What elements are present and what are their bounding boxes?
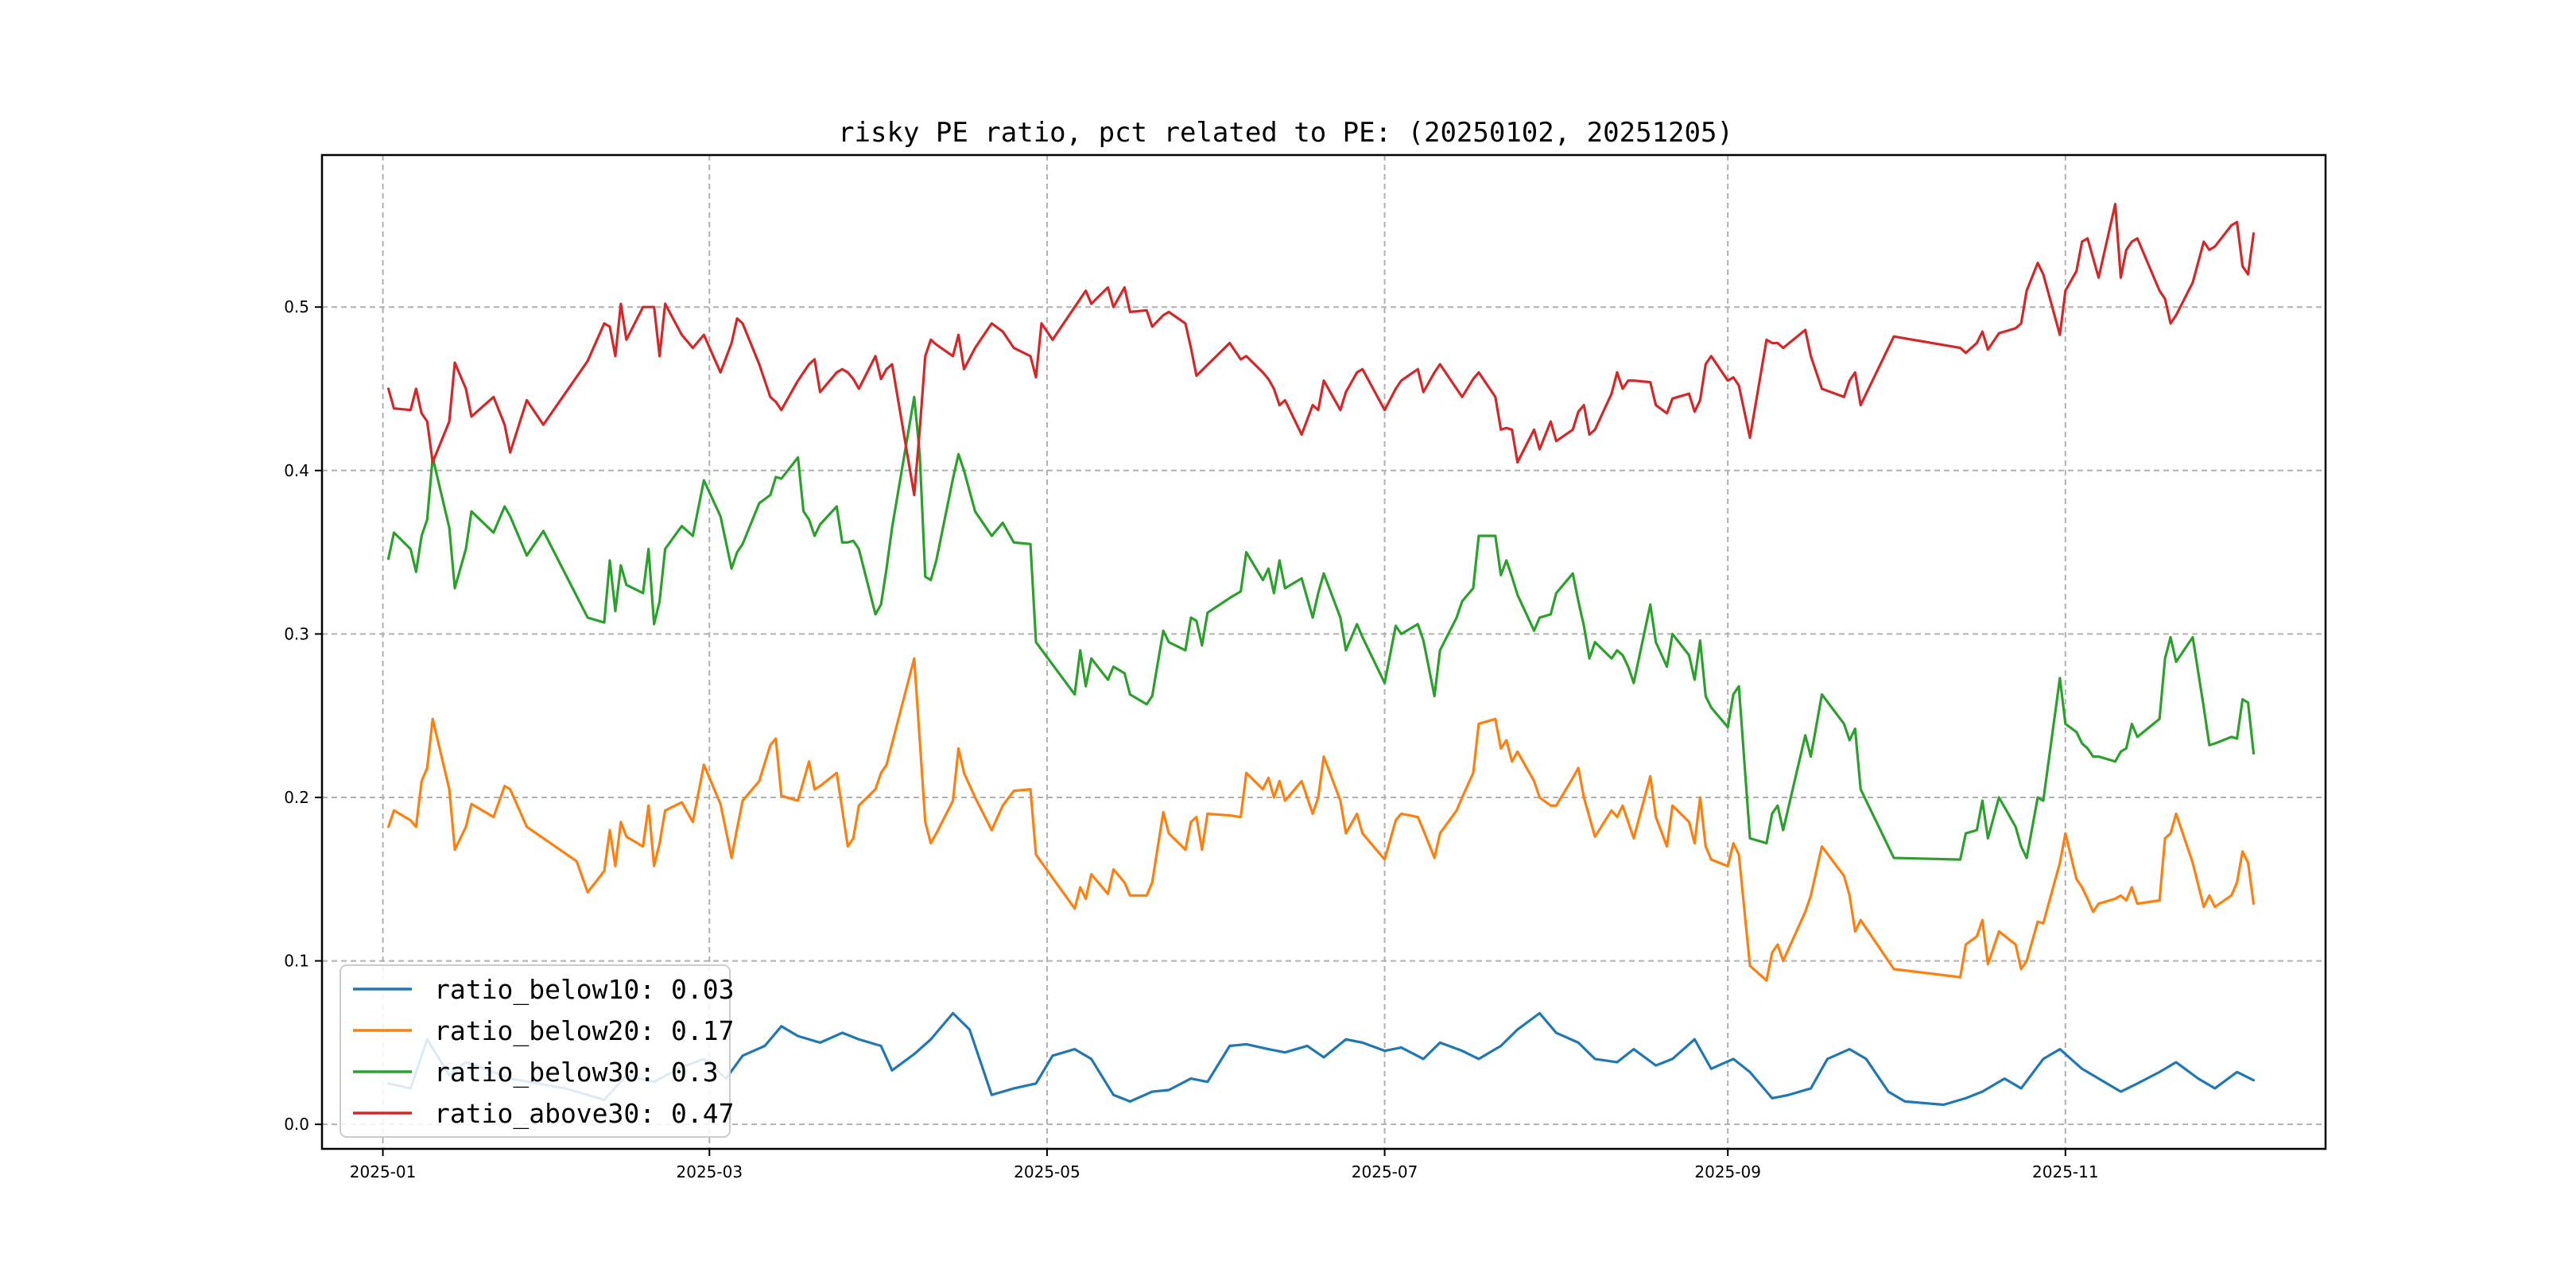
series-lines — [386, 203, 2256, 1107]
series-line-ratio_below20 — [386, 657, 2256, 982]
y-axis: 0.0 0.1 0.2 0.3 0.4 0.5 — [284, 297, 322, 1134]
legend-label-ratio_below10: ratio_below10: 0.03 — [434, 974, 735, 1006]
x-tick-label: 2025-05 — [1014, 1162, 1080, 1181]
legend-label-ratio_above30: ratio_above30: 0.47 — [434, 1098, 735, 1130]
y-tick-label: 0.5 — [284, 297, 309, 316]
y-tick-label: 0.0 — [284, 1115, 309, 1134]
series-line-ratio_below30 — [386, 395, 2256, 861]
y-tick-label: 0.3 — [284, 624, 309, 643]
series-line-ratio_above30 — [386, 203, 2256, 497]
plot-frame — [320, 153, 2327, 1150]
legend-label-ratio_below30: ratio_below30: 0.3 — [434, 1057, 719, 1088]
plot-area: 2025-01 2025-03 2025-05 2025-07 2025-09 2025-… — [284, 153, 2327, 1181]
x-tick-label: 2025-01 — [350, 1162, 417, 1181]
series-line-ratio_below10 — [386, 1011, 2256, 1107]
grid-lines — [322, 155, 2326, 1149]
x-tick-label: 2025-11 — [2032, 1162, 2099, 1181]
y-tick-label: 0.1 — [284, 952, 309, 971]
chart-title: risky PE ratio, pct related to PE: (2025… — [838, 117, 1733, 149]
legend-label-ratio_below20: ratio_below20: 0.17 — [434, 1015, 735, 1047]
legend-box — [339, 964, 731, 1138]
legend: ratio_below10: 0.03 ratio_below20: 0.17 ra… — [339, 964, 735, 1138]
x-axis: 2025-01 2025-03 2025-05 2025-07 2025-09 2025-… — [350, 1149, 2099, 1181]
x-tick-label: 2025-09 — [1694, 1162, 1761, 1181]
y-tick-label: 0.4 — [284, 461, 309, 480]
x-tick-label: 2025-07 — [1352, 1162, 1418, 1181]
x-tick-label: 2025-03 — [677, 1162, 743, 1181]
y-tick-label: 0.2 — [284, 788, 309, 807]
